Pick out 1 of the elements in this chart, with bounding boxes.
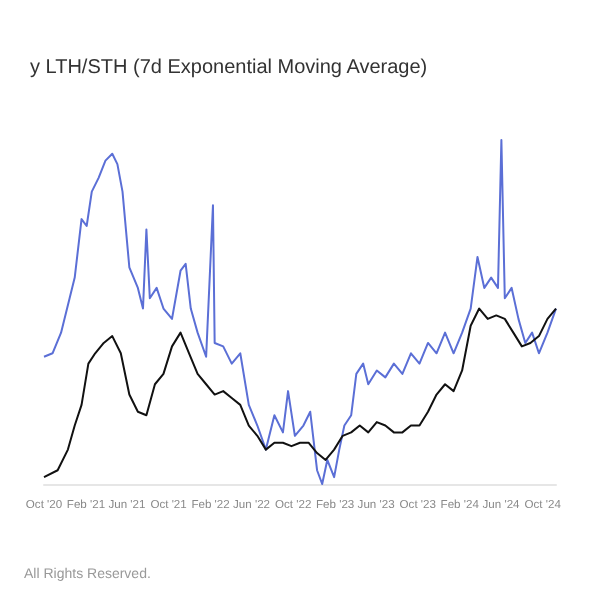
chart-title: y LTH/STH (7d Exponential Moving Average) xyxy=(30,57,428,79)
